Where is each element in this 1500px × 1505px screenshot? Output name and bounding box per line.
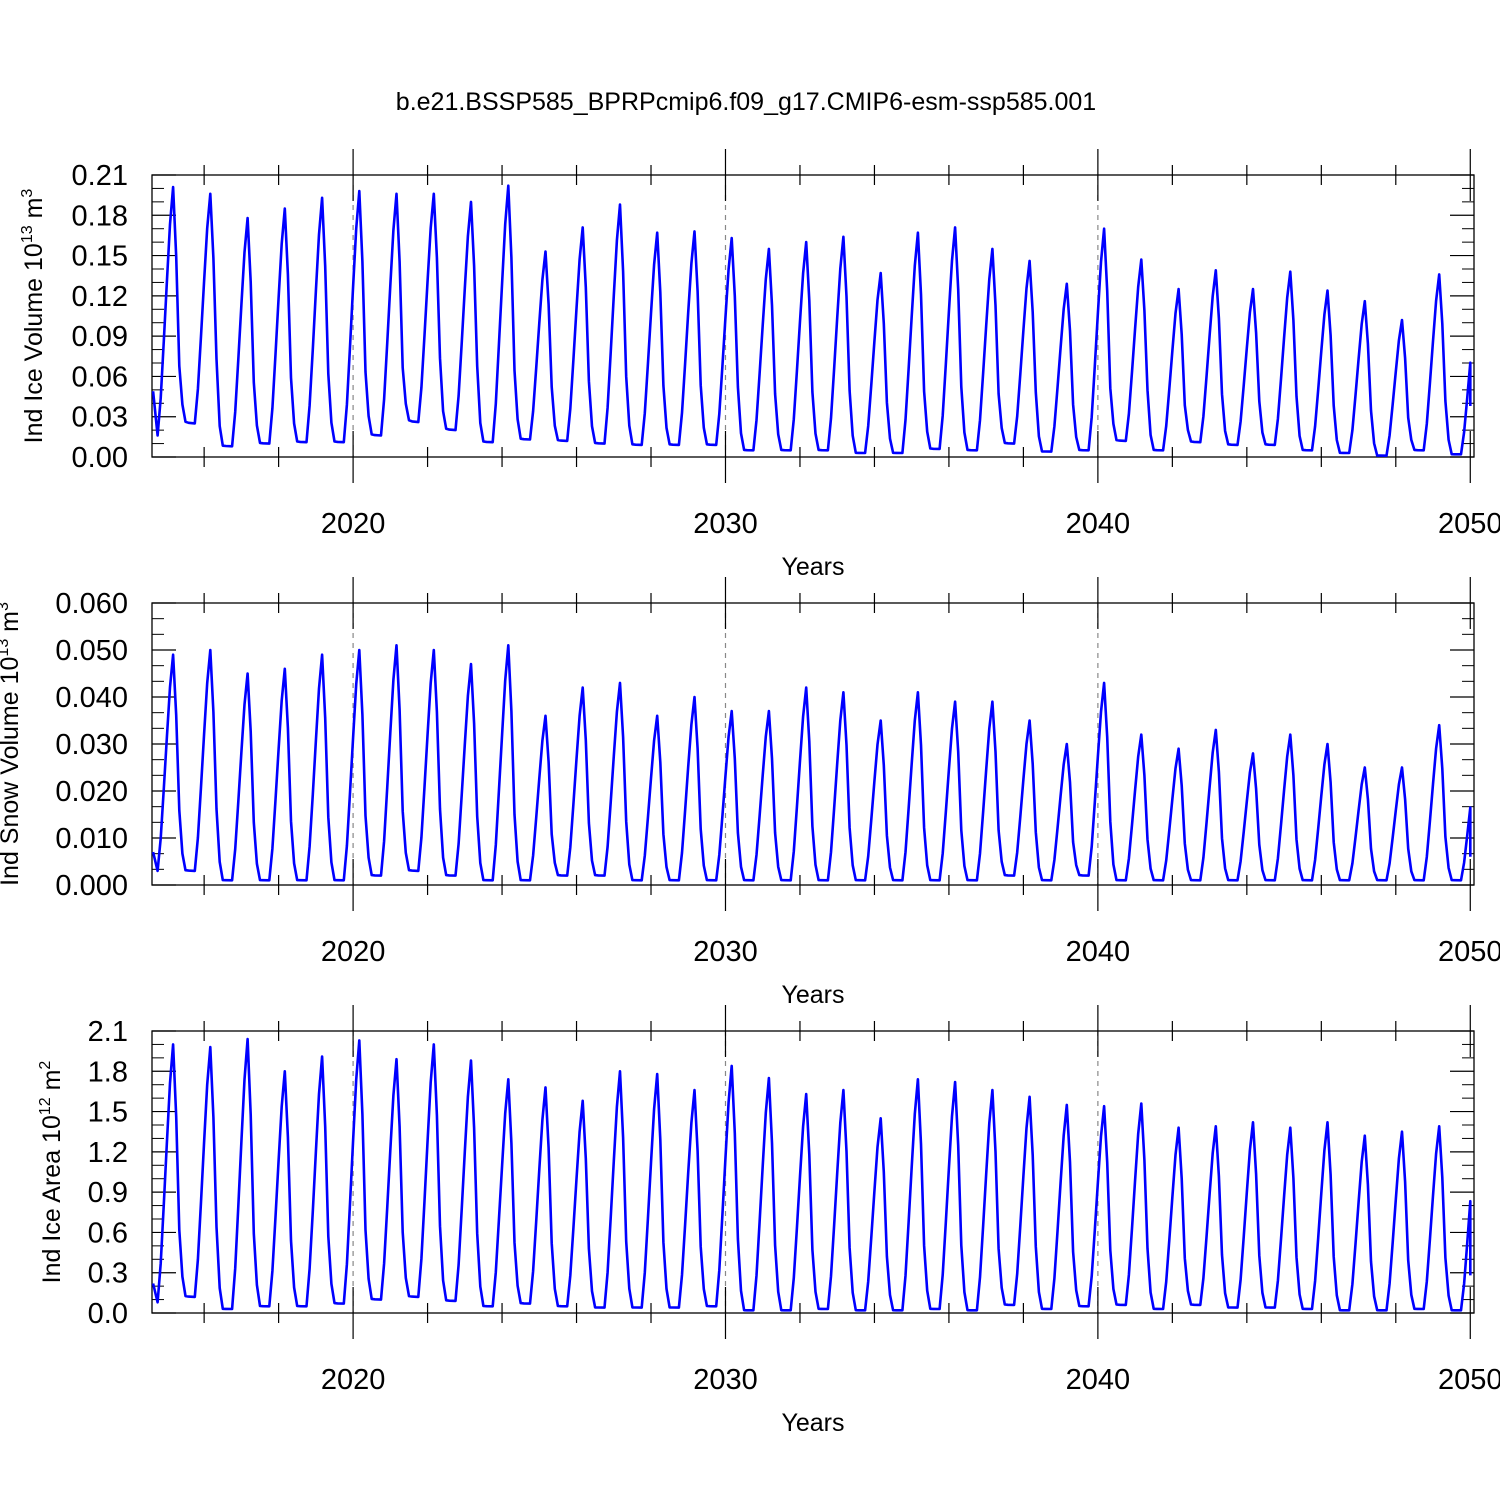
y-tick-label: 0.000 [55,870,128,902]
y-axis-label: Ind Ice Area 1012 m2 [37,1061,66,1284]
y-axis-label-exponent: 13 [19,225,36,243]
x-tick-label: 2050 [1438,1364,1500,1396]
y-tick-label: 0.020 [55,776,128,808]
y-axis-label: Ind Ice Volume 1013 m3 [19,189,48,444]
y-tick-label: 0.010 [55,823,128,855]
y-axis-label-part: m [0,611,24,639]
x-axis-label: Years [781,981,844,1009]
y-tick-label: 0.040 [55,682,128,714]
y-tick-label: 0.9 [88,1177,128,1209]
series-line [151,184,1472,457]
y-tick-label: 0.18 [72,200,128,232]
panel-2: 2020 2030 2040 2050 Years 0.000 0.010 0.020 0.03… [0,577,1500,1009]
y-tick-label: 0.0 [88,1298,128,1330]
x-tick-label: 2050 [1438,508,1500,540]
y-tick-label: 0.060 [55,588,128,620]
x-tick-label: 2020 [321,1364,386,1396]
y-tick-label: 1.8 [88,1056,128,1088]
plot-frame [151,1030,1475,1314]
x-axis-label: Years [781,1409,844,1437]
x-tick-label: 2020 [321,508,386,540]
y-axis-label-exponent: 13 [0,639,12,657]
x-tick-label: 2050 [1438,936,1500,968]
y-tick-label: 0.3 [88,1258,128,1290]
x-tick-label: 2040 [1066,936,1131,968]
y-tick-label: 0.03 [72,402,128,434]
y-tick-label: 0.06 [72,361,128,393]
x-axis-label: Years [781,553,844,581]
y-tick-label: 2.1 [88,1016,128,1048]
y-tick-label: 0.6 [88,1217,128,1249]
panel-3: 2020 2030 2040 2050 Years 0.0 0.3 0.6 0.9 1.2 1.5 1… [37,1005,1500,1437]
y-tick-label: 0.15 [72,241,128,273]
y-tick-label: 0.21 [72,160,128,192]
x-tick-label: 2030 [693,936,758,968]
series-line [151,644,1472,882]
y-axis-label-part: Ind Ice Area 10 [38,1115,66,1283]
y-tick-label: 0.00 [72,442,128,474]
y-axis-label-exponent: 12 [37,1097,54,1115]
chart-title: b.e21.BSSP585_BPRPcmip6.f09_g17.CMIP6-es… [396,88,1096,116]
y-tick-label: 0.050 [55,635,128,667]
plot-frame [151,174,1475,458]
x-tick-label: 2030 [693,508,758,540]
series-line [151,1037,1472,1312]
y-axis-label-exponent: 2 [37,1061,54,1070]
x-tick-label: 2040 [1066,508,1131,540]
panel-1: 2020 2030 2040 2050 Years 0.00 0.03 0.06 0.09 0.1… [19,149,1500,581]
y-tick-label: 0.030 [55,729,128,761]
x-tick-label: 2040 [1066,1364,1131,1396]
x-tick-label: 2020 [321,936,386,968]
y-axis-label-part: m [20,198,48,226]
y-axis-label: Ind Snow Volume 1013 m3 [0,602,24,886]
y-axis-label-part: Ind Ice Volume 10 [20,243,48,443]
y-tick-label: 1.2 [88,1137,128,1169]
x-tick-label: 2030 [693,1364,758,1396]
y-tick-label: 0.12 [72,281,128,313]
y-axis-label-part: m [38,1070,66,1098]
y-tick-label: 0.09 [72,321,128,353]
y-tick-label: 1.5 [88,1097,128,1129]
y-axis-label-part: Ind Snow Volume 10 [0,657,24,886]
y-axis-label-exponent: 3 [19,189,36,198]
y-axis-label-exponent: 3 [0,602,12,611]
